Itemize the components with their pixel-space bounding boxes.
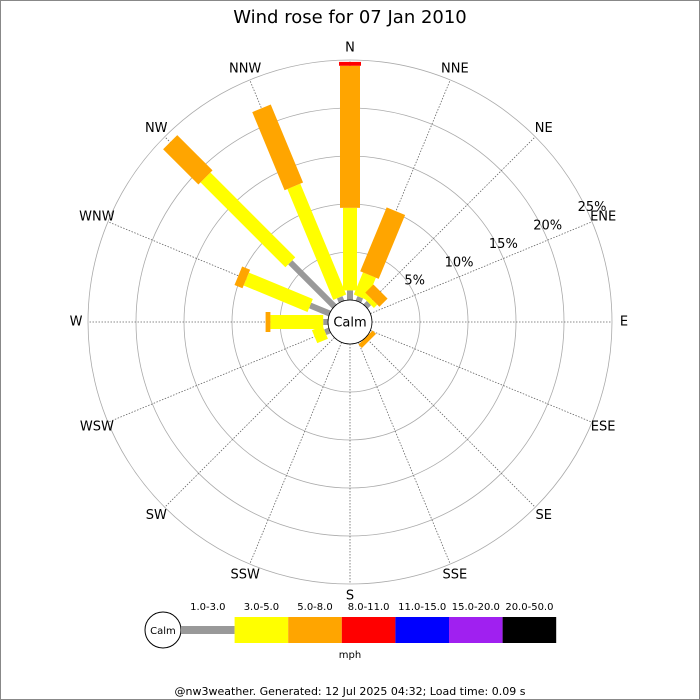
bar-segment — [343, 207, 357, 291]
spoke — [249, 342, 342, 565]
ring-label: 15% — [489, 237, 518, 252]
calm-circle — [327, 299, 373, 345]
ring-label: 5% — [404, 274, 425, 289]
footer: @nw3weather. Generated: 12 Jul 2025 04:3… — [175, 685, 526, 698]
ring — [87, 59, 613, 585]
legend-swatch — [288, 617, 342, 643]
legend-label: 20.0-50.0 — [505, 602, 553, 613]
legend-swatch — [395, 617, 449, 643]
legend-label: 5.0-8.0 — [297, 602, 332, 613]
direction-label: WSW — [80, 419, 114, 434]
spoke — [365, 136, 536, 307]
bar-segment — [311, 325, 328, 344]
bar-segment — [347, 290, 353, 300]
direction-label: S — [346, 589, 354, 604]
bar-segment — [200, 172, 296, 268]
direction-label: W — [70, 315, 83, 330]
chart-title: Wind rose for 07 Jan 2010 — [233, 7, 467, 28]
bar-segment — [323, 319, 329, 325]
spoke — [107, 330, 330, 423]
bar-segment — [353, 272, 376, 300]
bar-segment — [340, 65, 360, 208]
ring-label: 25% — [578, 200, 607, 215]
direction-label: ENE — [590, 210, 616, 225]
bar-segment — [265, 312, 271, 332]
direction-label: ESE — [591, 419, 616, 434]
legend-swatch — [234, 617, 289, 643]
spoke — [370, 221, 593, 314]
legend-label: 15.0-20.0 — [452, 602, 500, 613]
legend-unit: mph — [339, 650, 361, 661]
legend-swatch — [341, 617, 396, 643]
direction-label: NE — [535, 121, 553, 136]
legend-label: 3.0-5.0 — [244, 602, 279, 613]
bar-segment — [288, 260, 337, 309]
calm-label: Calm — [333, 316, 366, 331]
direction-label: E — [620, 315, 628, 330]
bar-segment — [358, 330, 377, 349]
bar-segment — [163, 135, 213, 185]
bar-segment — [270, 315, 324, 329]
legend-swatch — [502, 617, 557, 643]
spoke — [370, 330, 593, 423]
legend-label: 8.0-11.0 — [348, 602, 390, 613]
spoke — [358, 342, 451, 565]
bar-segment — [339, 61, 361, 66]
legend-label: 1.0-3.0 — [190, 602, 225, 613]
legend-label: 11.0-15.0 — [398, 602, 446, 613]
spoke — [164, 337, 335, 508]
direction-label: N — [345, 41, 355, 56]
legend-calm-label: Calm — [150, 626, 176, 637]
direction-label: NNW — [229, 61, 261, 76]
bar-segment — [234, 266, 251, 289]
direction-label: NNE — [441, 61, 469, 76]
bar-segment — [364, 294, 378, 308]
direction-label: SSW — [230, 568, 260, 583]
bar-segment — [365, 284, 388, 307]
bar-segment — [309, 302, 331, 317]
bar-segment — [243, 272, 313, 312]
bar-segment — [252, 104, 304, 191]
direction-label: WNW — [79, 210, 115, 225]
spoke — [365, 337, 536, 508]
legend-swatch — [181, 626, 235, 634]
bar-segment — [360, 207, 406, 279]
bar-segment — [363, 300, 372, 309]
direction-label: SE — [536, 508, 552, 523]
legend-swatch — [449, 617, 503, 643]
ring-label: 20% — [533, 219, 562, 234]
direction-label: SSE — [442, 568, 467, 583]
ring-label: 10% — [445, 255, 474, 270]
bar-segment — [287, 183, 347, 300]
direction-label: SW — [146, 508, 167, 523]
direction-label: NW — [145, 121, 168, 136]
